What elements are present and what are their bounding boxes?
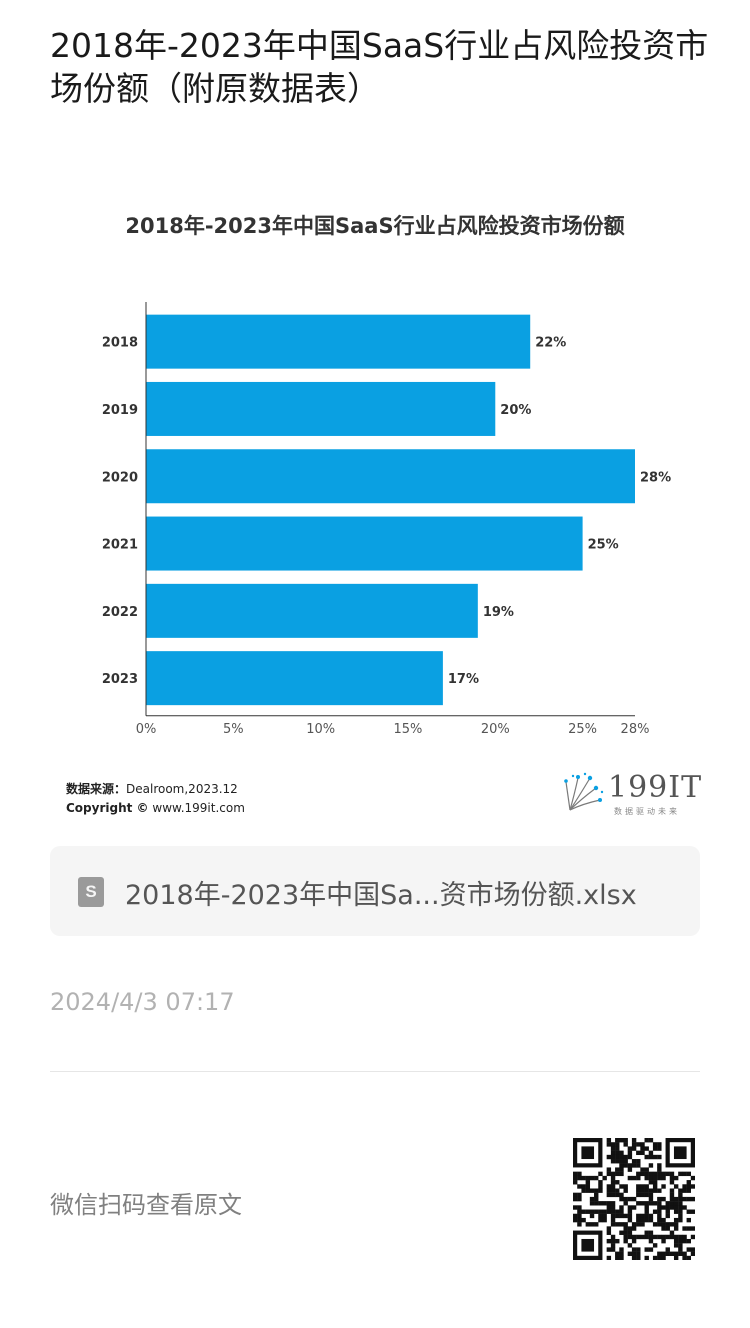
y-tick-label-2021: 2021 (102, 538, 138, 553)
logo-text: 199IT (608, 770, 703, 805)
bar-2023 (146, 651, 443, 706)
bar-2022 (146, 583, 478, 638)
x-tick-label: 10% (306, 722, 335, 737)
bar-2020 (146, 449, 635, 504)
source-line: 数据来源：Dealroom,2023.12 (66, 780, 238, 797)
y-tick-label-2020: 2020 (102, 470, 138, 485)
attachment-file-name: 2018年-2023年中国Sa...资市场份额.xlsx (125, 880, 637, 911)
copyright-value: www.199it.com (152, 801, 245, 815)
x-tick-label: 25% (568, 722, 597, 737)
attachment-file-card[interactable]: S 2018年-2023年中国Sa...资市场份额.xlsx (50, 846, 700, 936)
bar-2018 (146, 314, 531, 369)
data-label-2022: 19% (483, 605, 514, 620)
divider (50, 1071, 700, 1072)
page-title: 2018年-2023年中国SaaS行业占风险投资市场份额（附原数据表） (50, 26, 709, 108)
copyright-line: Copyright © www.199it.com (66, 801, 245, 815)
data-label-2019: 20% (500, 403, 531, 418)
chart-image[interactable]: 2018年-2023年中国SaaS行业占风险投资市场份额 2018 22% 2019… (50, 190, 703, 830)
y-tick-label-2018: 2018 (102, 336, 138, 351)
qr-scan-hint: 微信扫码查看原文 (50, 1191, 242, 1219)
bar-2021 (146, 516, 583, 571)
publish-timestamp: 2024/4/3 07:17 (50, 988, 235, 1016)
dandelion-logo-icon (564, 772, 604, 811)
x-tick-label: 0% (136, 722, 157, 737)
y-tick-label-2023: 2023 (102, 672, 138, 687)
logo-tagline: 数据驱动未来 (614, 807, 680, 816)
y-tick-label-2019: 2019 (102, 403, 138, 418)
x-tick-label: 28% (621, 722, 650, 737)
qr-code-icon[interactable] (573, 1138, 695, 1260)
brand-logo: 199IT 数据驱动未来 (560, 770, 703, 818)
x-tick-label: 5% (223, 722, 244, 737)
x-tick-label: 20% (481, 722, 510, 737)
source-label: 数据来源： (66, 782, 127, 796)
y-tick-label-2022: 2022 (102, 605, 138, 620)
source-value: Dealroom,2023.12 (126, 782, 238, 796)
copyright-label: Copyright © (66, 801, 149, 815)
bar-chart: 2018 22% 2019 20% 2020 28% 2021 25% 2022 19% 2023 1… (102, 302, 671, 737)
chart-title: 2018年-2023年中国SaaS行业占风险投资市场份额 (125, 214, 625, 238)
bar-2019 (146, 381, 496, 436)
x-tick-label: 15% (394, 722, 423, 737)
spreadsheet-file-icon: S (78, 877, 104, 907)
data-label-2018: 22% (535, 336, 566, 351)
data-label-2023: 17% (448, 672, 479, 687)
data-label-2021: 25% (588, 538, 619, 553)
data-label-2020: 28% (640, 470, 671, 485)
